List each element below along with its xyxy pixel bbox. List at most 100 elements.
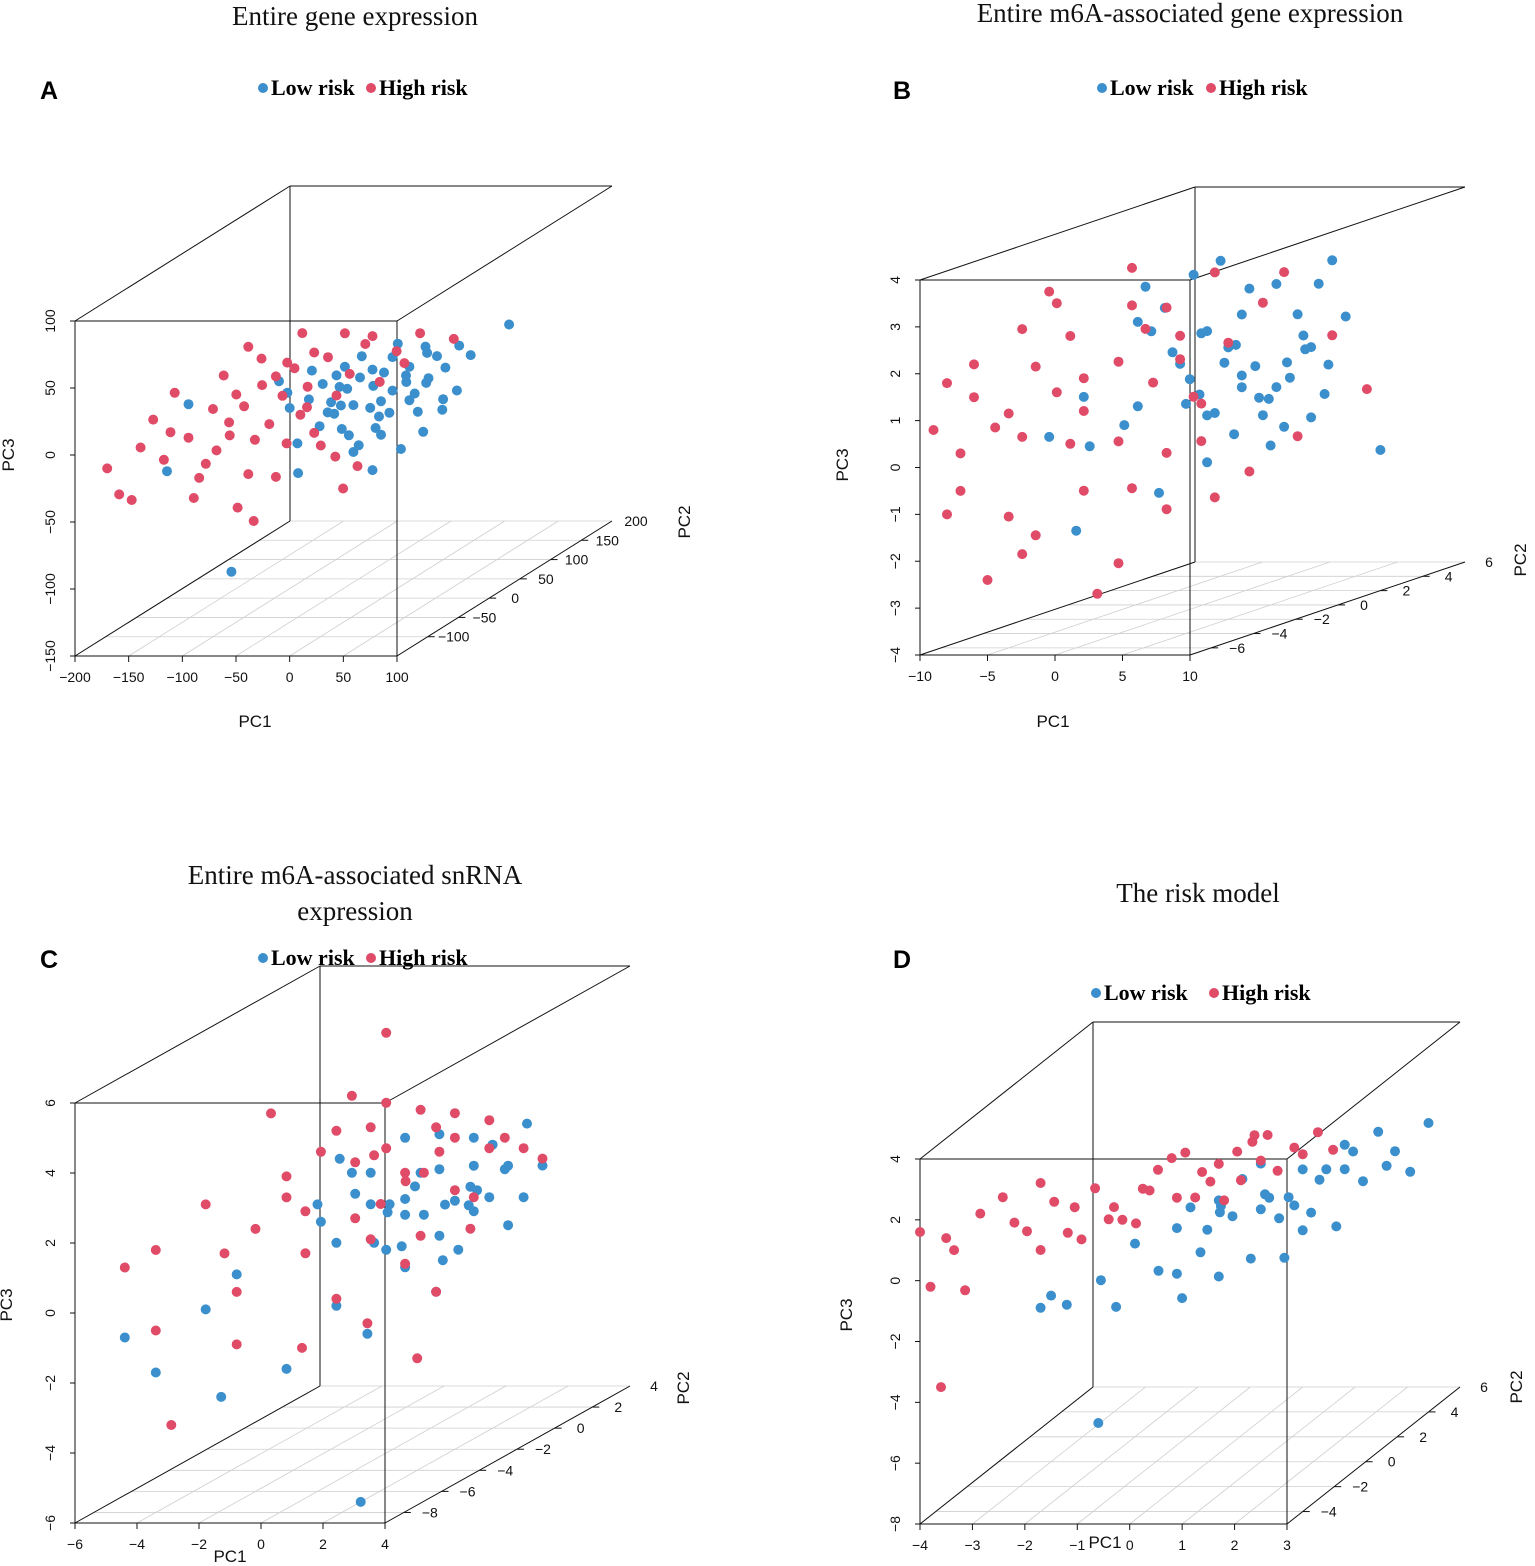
z-tick-label: −8: [887, 1516, 903, 1532]
y-tick-label: 0: [511, 590, 519, 606]
high-risk-point: [468, 1192, 479, 1203]
low-risk-point: [1130, 1238, 1140, 1249]
y-tick-label: 0: [1360, 597, 1368, 613]
low-risk-point: [1297, 1164, 1308, 1175]
low-risk-point: [404, 395, 415, 406]
high-risk-point: [1292, 431, 1303, 442]
high-risk-point: [302, 381, 313, 392]
high-risk-point: [1257, 297, 1268, 308]
high-risk-point: [1180, 1147, 1191, 1158]
low-risk-point: [504, 319, 515, 330]
z-tick-label: 1: [887, 417, 903, 425]
legend-low-marker: [258, 83, 268, 93]
high-risk-point: [231, 1286, 242, 1297]
high-risk-point: [997, 1192, 1008, 1203]
x-tick-label: −1: [1069, 1537, 1085, 1553]
scatter3d-chart-d: The risk model D Low risk High risk −4 −3…: [837, 878, 1526, 1553]
high-risk-point: [1017, 549, 1028, 560]
y-axis-label: PC2: [1511, 543, 1530, 576]
box-edge: [74, 1385, 321, 1524]
high-risk-point: [1161, 302, 1172, 313]
high-risk-point: [1127, 483, 1137, 494]
low-risk-point: [1119, 420, 1130, 431]
low-risk-point: [1319, 389, 1330, 399]
low-risk-point: [400, 1194, 411, 1204]
x-tick-label: −100: [167, 669, 199, 685]
high-risk-point: [219, 1248, 230, 1259]
scatter3d-chart-a: Entire gene expression A Low risk High r…: [0, 1, 694, 731]
high-risk-point: [1244, 466, 1255, 477]
x-tick-label: −6: [67, 1536, 83, 1552]
low-risk-point: [1339, 1139, 1350, 1150]
x-tick-label: 4: [381, 1536, 389, 1552]
floor-gridline: [343, 520, 559, 657]
high-risk-point: [1272, 1165, 1283, 1176]
z-tick-label: 4: [887, 276, 903, 284]
high-risk-point: [1235, 1175, 1246, 1186]
panel-b: Entire m6A-associated gene expression B …: [768, 0, 1535, 783]
x-axis-label: PC1: [213, 1547, 246, 1566]
low-risk-point: [1229, 429, 1240, 440]
y-tick-label: −50: [473, 609, 497, 625]
low-risk-point: [412, 406, 423, 417]
low-risk-point: [1300, 344, 1311, 355]
high-risk-point: [350, 1157, 361, 1168]
high-risk-point: [281, 1192, 292, 1203]
plot-area: −200 −150 −100 −50 0 50 100−100−50050100150200…: [0, 185, 694, 731]
high-risk-point: [1017, 431, 1028, 442]
high-risk-point: [1078, 485, 1089, 496]
low-risk-point: [312, 1199, 323, 1210]
y-axis-label: PC2: [675, 505, 694, 538]
high-risk-point: [1051, 387, 1062, 398]
legend-high-label: High risk: [1222, 980, 1311, 1005]
high-risk-point: [243, 469, 254, 480]
high-risk-point: [1030, 530, 1041, 541]
high-risk-point: [1113, 356, 1124, 367]
low-risk-point: [353, 440, 364, 451]
high-risk-point: [418, 1167, 429, 1178]
y-axis-label: PC2: [674, 1371, 693, 1404]
low-risk-point: [432, 351, 442, 362]
y-tick-label: 6: [1480, 1379, 1488, 1395]
x-tick-label: 5: [1119, 668, 1127, 684]
low-risk-point: [1202, 326, 1213, 337]
z-tick-label: 6: [42, 1099, 58, 1107]
y-tick-label: −4: [1321, 1504, 1337, 1520]
high-risk-point: [955, 485, 966, 496]
high-risk-point: [1255, 1155, 1266, 1166]
z-tick-label: −6: [42, 1515, 58, 1531]
high-risk-point: [309, 427, 320, 438]
z-tick-label: −4: [42, 1445, 58, 1461]
z-tick-label: −6: [887, 1455, 903, 1471]
low-risk-series: [119, 1118, 548, 1507]
low-risk-point: [370, 423, 381, 433]
high-risk-point: [224, 417, 235, 428]
low-risk-point: [315, 1216, 326, 1227]
y-tick-label: 200: [624, 513, 648, 529]
low-risk-point: [374, 411, 384, 422]
high-risk-point: [150, 1245, 161, 1255]
high-risk-point: [1069, 1202, 1080, 1213]
high-risk-point: [434, 1146, 445, 1157]
chart-title: The risk model: [1116, 878, 1279, 908]
y-tick-label: 2: [1419, 1429, 1427, 1445]
high-risk-point: [374, 376, 385, 387]
z-tick-label: −2: [887, 1333, 903, 1349]
high-risk-point: [1209, 492, 1220, 503]
x-tick-label: 3: [1283, 1537, 1291, 1553]
low-risk-point: [1405, 1166, 1416, 1177]
panel-letter: A: [40, 77, 58, 105]
low-risk-point: [463, 1200, 474, 1211]
z-tick-label: −3: [887, 600, 903, 616]
high-risk-point: [369, 1150, 380, 1161]
y-tick-label: −2: [535, 1441, 551, 1457]
high-risk-point: [302, 402, 312, 413]
low-risk-point: [1093, 1418, 1104, 1428]
box-edge: [1189, 561, 1466, 656]
low-risk-point: [1279, 421, 1290, 432]
low-risk-point: [537, 1160, 548, 1171]
z-tick-label: −100: [42, 573, 58, 605]
low-risk-point: [334, 381, 345, 392]
y-tick-label: −2: [1314, 611, 1330, 627]
high-risk-point: [1051, 298, 1062, 309]
